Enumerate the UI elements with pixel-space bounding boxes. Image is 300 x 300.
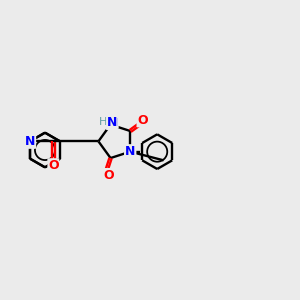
Text: N: N [107, 116, 117, 129]
Text: HN: HN [100, 118, 118, 128]
Text: N: N [25, 135, 35, 148]
Text: H: H [99, 117, 107, 127]
Text: O: O [137, 114, 148, 127]
Text: O: O [48, 159, 58, 172]
Text: N: N [125, 145, 135, 158]
Text: O: O [103, 169, 114, 182]
